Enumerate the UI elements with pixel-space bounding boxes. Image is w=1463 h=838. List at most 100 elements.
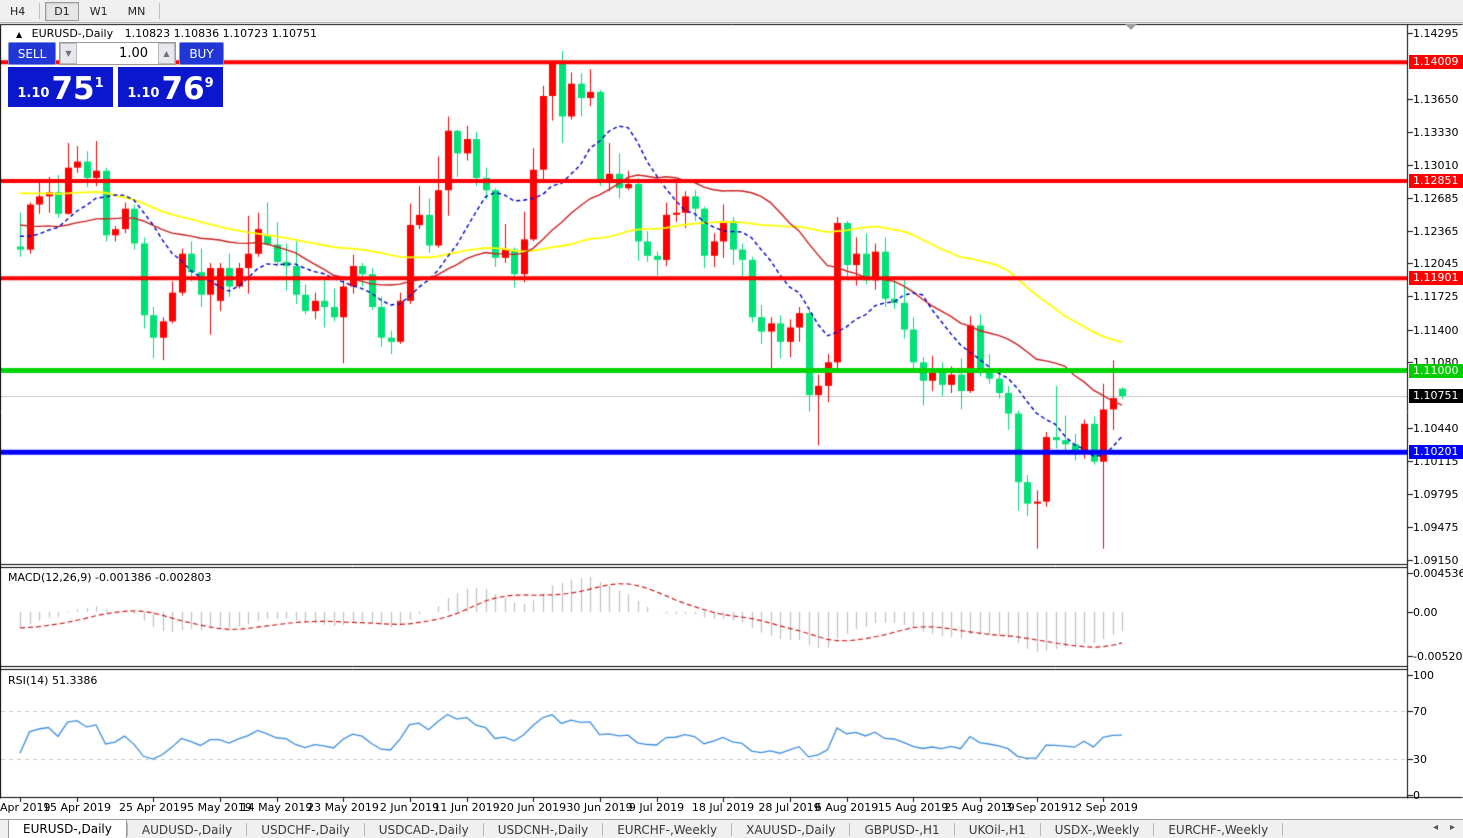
buy-price-main: 76 [161,71,205,107]
chart-tab-usdx[interactable]: USDX-,Weekly [1054,822,1140,837]
chart-tab-eurusd[interactable]: EURUSD-,Daily [8,819,127,838]
price-tick-label: 1.12365 [1413,224,1459,238]
date-tick-label: 18 Jul 2019 [691,801,755,814]
tab-divider [849,823,851,836]
date-tick-label: 23 May 2019 [307,801,379,814]
price-tick-label: 1.13650 [1413,93,1459,107]
timeframe-buttons: H4 D1 W1 MN [0,1,164,21]
date-tick-label: 11 Jun 2019 [433,801,500,814]
chart-tab-usdcnh[interactable]: USDCNH-,Daily [497,822,589,837]
buy-price-pipette: 9 [204,76,214,91]
chart-tab-ukoil[interactable]: UKOil-,H1 [968,822,1026,837]
buy-price-display[interactable]: 1.10 76 9 [118,67,223,107]
tab-scroll-controls: ◂ ▸ [1433,822,1455,833]
tab-divider [482,823,484,836]
tab-divider [953,823,955,836]
chart-tab-gbpusd[interactable]: GBPUSD-,H1 [864,822,940,837]
chart-shift-marker-icon [1124,23,1138,30]
tab-scroll-right-icon[interactable]: ▸ [1449,822,1455,833]
timeframe-button-d1[interactable]: D1 [45,1,79,21]
buy-button[interactable]: BUY [179,42,224,65]
rsi-tick-label: 100 [1413,669,1434,682]
buy-price-prefix: 1.10 [127,86,160,101]
price-tick-label: 1.13010 [1413,158,1459,172]
sell-price-prefix: 1.10 [17,86,50,101]
price-tick-label: 1.09795 [1413,487,1459,501]
volume-stepper: ▼ 1.00 ▲ [59,42,176,65]
tab-divider [246,823,248,836]
date-tick-label: 30 Jun 2019 [566,801,633,814]
macd-label: MACD(12,26,9) -0.001386 -0.002803 [8,571,212,584]
sell-price-main: 75 [51,71,95,107]
price-tick-label: 1.13330 [1413,125,1459,139]
price-level-badge: 1.12851 [1409,173,1463,188]
timeframe-button-h4[interactable]: H4 [10,4,26,18]
rsi-label: RSI(14) 51.3386 [8,674,98,687]
price-tick-label: 1.12685 [1413,191,1459,205]
date-tick-label: 9 Jul 2019 [628,801,685,814]
tab-divider [1039,823,1041,836]
chart-tab-eurchf-2[interactable]: EURCHF-,Weekly [1168,822,1269,837]
one-click-trading-panel: SELL ▼ 1.00 ▲ BUY 1.10 75 1 1.10 76 9 [8,42,224,107]
tab-divider [363,823,365,836]
date-tick-label: 25 Apr 2019 [118,801,188,814]
chart-title: ▲ EURUSD-,Daily 1.10823 1.10836 1.10723 … [16,27,317,40]
tab-divider [731,823,733,836]
volume-increase-button[interactable]: ▲ [158,43,175,64]
date-tick-label: 28 Jul 2019 [758,801,821,814]
tab-scroll-left-icon[interactable]: ◂ [1432,822,1438,833]
price-tick-label: 1.12045 [1413,257,1459,271]
timeframe-button-w1[interactable]: W1 [89,4,108,18]
tab-divider [602,823,604,836]
macd-tick-label: 0.00 [1413,605,1438,619]
date-tick-label: 12 Sep 2019 [1068,801,1138,814]
collapse-panel-arrow-icon[interactable]: ▲ [16,30,23,39]
date-tick-label: 14 May 2019 [240,801,313,814]
sell-price-pipette: 1 [94,76,104,91]
chart-tab-xauusd[interactable]: XAUUSD-,Daily [746,822,836,837]
price-level-badge: 1.11901 [1409,271,1463,286]
rsi-tick-label: 0 [1413,789,1420,802]
date-tick-label: 15 Apr 2019 [42,801,112,814]
chart-ohlc-readout: 1.10823 1.10836 1.10723 1.10751 [124,27,318,40]
price-level-badge: 1.14009 [1409,55,1463,70]
timeframe-button-mn[interactable]: MN [127,4,146,18]
macd-tick-label: -0.005205 [1413,650,1463,663]
price-level-badge: 1.11000 [1409,363,1463,378]
chart-tab-usdchf[interactable]: USDCHF-,Daily [261,822,350,837]
price-tick-label: 1.11725 [1413,290,1459,304]
date-tick-label: 2 Jun 2019 [379,801,440,814]
tab-divider [1153,823,1155,836]
volume-input[interactable]: 1.00 [77,43,158,64]
chart-tab-eurchf[interactable]: EURCHF-,Weekly [617,822,718,837]
rsi-tick-label: 30 [1413,753,1427,766]
macd-tick-label: 0.004536 [1413,567,1463,580]
chart-tab-usdcad[interactable]: USDCAD-,Daily [378,822,469,837]
price-level-badge: 1.10751 [1409,389,1463,403]
volume-decrease-button[interactable]: ▼ [60,43,77,64]
date-tick-label: 5 May 2019 [187,801,252,814]
tab-divider [126,823,128,836]
date-tick-label: 20 Jun 2019 [499,801,567,814]
date-tick-label: 15 Aug 2019 [877,801,949,814]
price-tick-label: 1.11400 [1413,323,1459,337]
date-tick-label: 3 Sep 2019 [1005,801,1068,814]
sell-button[interactable]: SELL [8,42,56,65]
price-tick-label: 1.14295 [1413,27,1459,40]
price-level-badge: 1.10201 [1409,445,1463,460]
toolbar-divider [159,3,161,19]
chart-symbol-title: EURUSD-,Daily [31,27,114,40]
rsi-tick-label: 70 [1413,705,1427,718]
toolbar-divider [39,3,41,19]
tab-divider [1282,823,1284,836]
date-tick-label: 6 Aug 2019 [814,801,879,814]
date-tick-label: 25 Aug 2019 [944,801,1015,814]
chart-tab-bar: EURUSD-,Daily AUDUSD-,Daily USDCHF-,Daily U… [0,819,1463,838]
date-tick-label: 5 Apr 2019 [0,801,51,814]
price-tick-label: 1.09475 [1413,520,1459,534]
price-tick-label: 1.10440 [1413,421,1459,435]
sell-price-display[interactable]: 1.10 75 1 [8,67,113,107]
chart-tab-audusd[interactable]: AUDUSD-,Daily [141,822,233,837]
